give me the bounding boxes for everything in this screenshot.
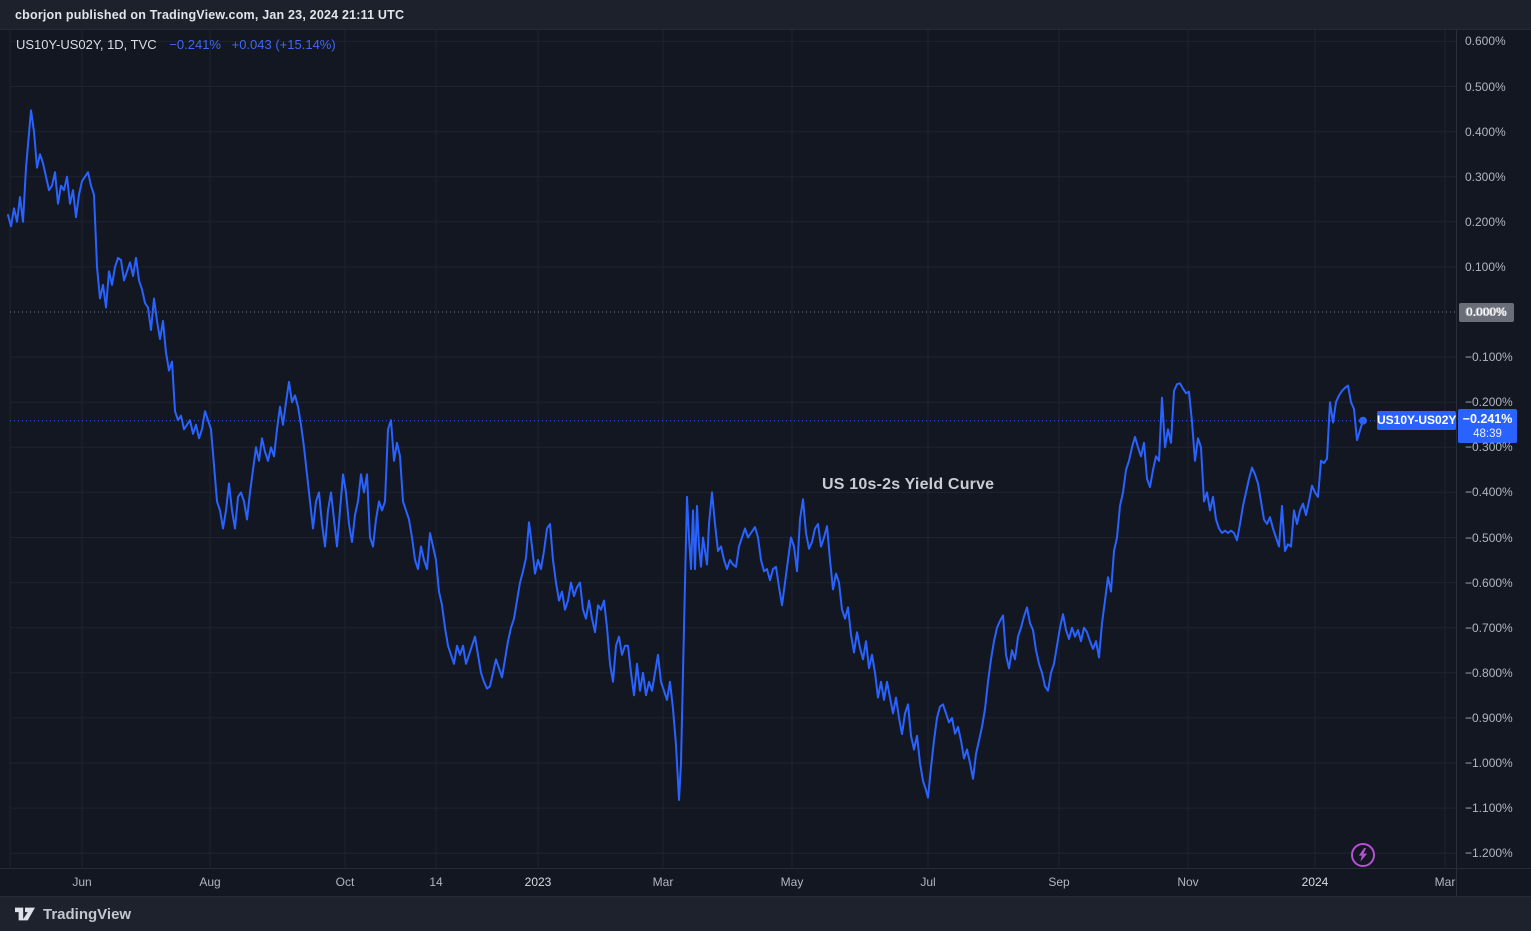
y-tick-label: −0.700%: [1465, 620, 1513, 635]
x-tick-label: Mar: [652, 875, 674, 889]
alert-lightning-button[interactable]: [1351, 843, 1375, 867]
y-tick-label: −0.800%: [1465, 665, 1513, 680]
publish-header-text: cborjon published on TradingView.com, Ja…: [15, 7, 405, 22]
x-tick-label: Oct: [335, 875, 355, 889]
legend-last-price: −0.241%: [169, 37, 221, 52]
y-tick-label: −0.200%: [1465, 395, 1513, 410]
footer-bar: TradingView: [0, 896, 1531, 931]
y-tick-label: 0.600%: [1465, 34, 1506, 49]
last-price-label[interactable]: −0.241% 48:39: [1458, 409, 1517, 443]
y-tick-label: −0.300%: [1465, 440, 1513, 455]
x-tick-label: Mar: [1434, 875, 1456, 889]
y-tick-label: −0.600%: [1465, 575, 1513, 590]
brand-name[interactable]: TradingView: [43, 905, 132, 923]
y-tick-label: 0.200%: [1465, 214, 1506, 229]
y-tick-label: 0.000%: [1465, 305, 1506, 319]
y-tick-label: 0.300%: [1465, 169, 1506, 184]
last-price-value: −0.241%: [1462, 412, 1513, 426]
y-tick-label: −0.900%: [1465, 710, 1513, 725]
x-tick-label: Sep: [1048, 875, 1070, 889]
legend-change: +0.043 (+15.14%): [231, 37, 336, 52]
y-tick-label: 0.100%: [1465, 259, 1506, 274]
x-tick-label: May: [780, 875, 804, 889]
series-name-tag[interactable]: US10Y-US02Y: [1377, 411, 1456, 430]
price-axis-border: [1456, 30, 1457, 896]
publish-header: cborjon published on TradingView.com, Ja…: [0, 0, 1531, 30]
tradingview-logo-icon[interactable]: [14, 904, 36, 924]
zero-level-label: 0.000%: [1459, 303, 1514, 322]
price-axis[interactable]: 0.000% −0.241% 48:39 0.600% 0.500% 0.400% 0…: [1456, 0, 1531, 896]
x-tick-label: Aug: [199, 875, 221, 889]
time-axis[interactable]: Jun Aug Oct 14 2023 Mar May Jul Sep Nov 2024 Mar: [0, 868, 1531, 896]
x-tick-label: 2024: [1301, 875, 1329, 889]
x-tick-label: Jun: [72, 875, 92, 889]
x-tick-label: 14: [429, 875, 443, 889]
y-tick-label: −0.400%: [1465, 485, 1513, 500]
bar-countdown: 48:39: [1473, 428, 1502, 440]
y-tick-label: −0.500%: [1465, 530, 1513, 545]
last-price-dot: [1359, 416, 1367, 425]
symbol-title: US10Y-US02Y, 1D, TVC: [16, 37, 157, 52]
y-tick-label: 0.400%: [1465, 124, 1506, 139]
chart-title-annotation: US 10s-2s Yield Curve: [822, 476, 995, 493]
series-line[interactable]: [7, 109, 1364, 801]
y-tick-label: −1.000%: [1465, 756, 1513, 770]
y-tick-label: −0.100%: [1465, 350, 1513, 365]
x-tick-label: Jul: [920, 875, 936, 889]
symbol-legend[interactable]: US10Y-US02Y, 1D, TVC −0.241% +0.043 (+15…: [16, 37, 336, 52]
y-tick-label: −1.200%: [1465, 846, 1513, 861]
x-tick-label: 2023: [524, 875, 552, 889]
y-tick-label: −1.100%: [1465, 801, 1513, 816]
x-tick-label: Nov: [1177, 875, 1199, 889]
y-tick-label: 0.500%: [1465, 79, 1506, 94]
lightning-bolt-icon: [1358, 848, 1368, 862]
